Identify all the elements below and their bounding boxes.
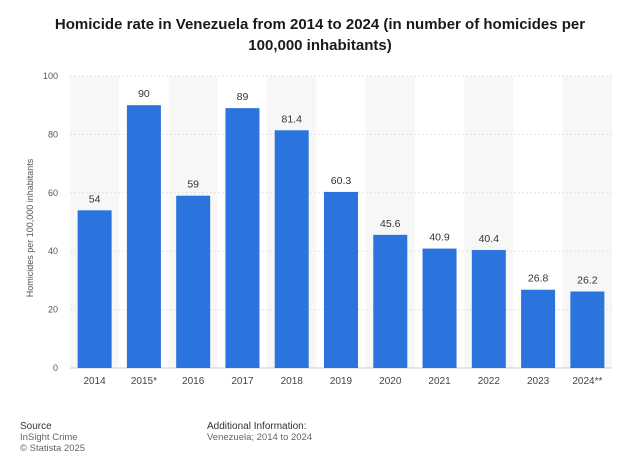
chart-title: Homicide rate in Venezuela from 2014 to …	[54, 16, 586, 54]
bar[interactable]	[422, 248, 457, 368]
data-label: 54	[89, 193, 101, 205]
bar[interactable]	[471, 250, 506, 368]
source-heading: Source	[20, 421, 52, 432]
bar[interactable]	[570, 291, 605, 368]
x-tick-label: 2023	[527, 376, 550, 387]
additional-info-line: Venezuela; 2014 to 2024	[207, 432, 313, 443]
bar[interactable]	[373, 234, 408, 368]
x-tick-label: 2017	[231, 376, 254, 387]
x-tick-label: 2016	[182, 376, 205, 387]
y-tick-label: 20	[48, 305, 58, 315]
source-line: InSight Crime	[20, 432, 78, 443]
bar[interactable]	[324, 191, 358, 368]
data-label: 81.4	[282, 113, 303, 125]
additional-info-block: Additional Information: Venezuela; 2014 …	[207, 421, 312, 443]
y-tick-label: 100	[43, 71, 58, 81]
data-label: 26.2	[577, 274, 598, 286]
x-tick-label: 2015*	[131, 376, 157, 387]
data-label: 59	[187, 179, 199, 191]
x-tick-label: 2021	[428, 376, 451, 387]
data-label: 40.9	[429, 232, 450, 244]
data-label: 60.3	[331, 175, 352, 187]
data-label: 26.8	[528, 273, 549, 285]
data-label: 45.6	[380, 218, 401, 230]
data-label: 89	[237, 91, 249, 103]
y-axis-label: Homicides per 100,000 inhabitants	[25, 158, 35, 297]
x-tick-label: 2014	[84, 376, 107, 387]
bar[interactable]	[126, 105, 161, 368]
x-tick-label: 2018	[281, 376, 304, 387]
x-tick-label: 2022	[478, 376, 501, 387]
x-tick-label: 2024**	[572, 376, 602, 387]
source-block: Source InSight Crime © Statista 2025	[20, 421, 85, 454]
y-tick-label: 0	[53, 363, 58, 373]
y-tick-label: 60	[48, 188, 58, 198]
bar[interactable]	[176, 195, 211, 368]
y-tick-label: 80	[48, 129, 58, 139]
additional-info-heading: Additional Information:	[207, 421, 307, 432]
bar[interactable]	[225, 108, 260, 369]
bar[interactable]	[77, 210, 112, 368]
bar[interactable]	[274, 130, 309, 368]
x-tick-label: 2020	[379, 376, 402, 387]
x-tick-label: 2019	[330, 376, 353, 387]
data-label: 40.4	[479, 233, 500, 245]
data-label: 90	[138, 88, 150, 100]
y-tick-label: 40	[48, 246, 58, 256]
bar[interactable]	[521, 289, 556, 368]
copyright-line: © Statista 2025	[20, 443, 86, 454]
